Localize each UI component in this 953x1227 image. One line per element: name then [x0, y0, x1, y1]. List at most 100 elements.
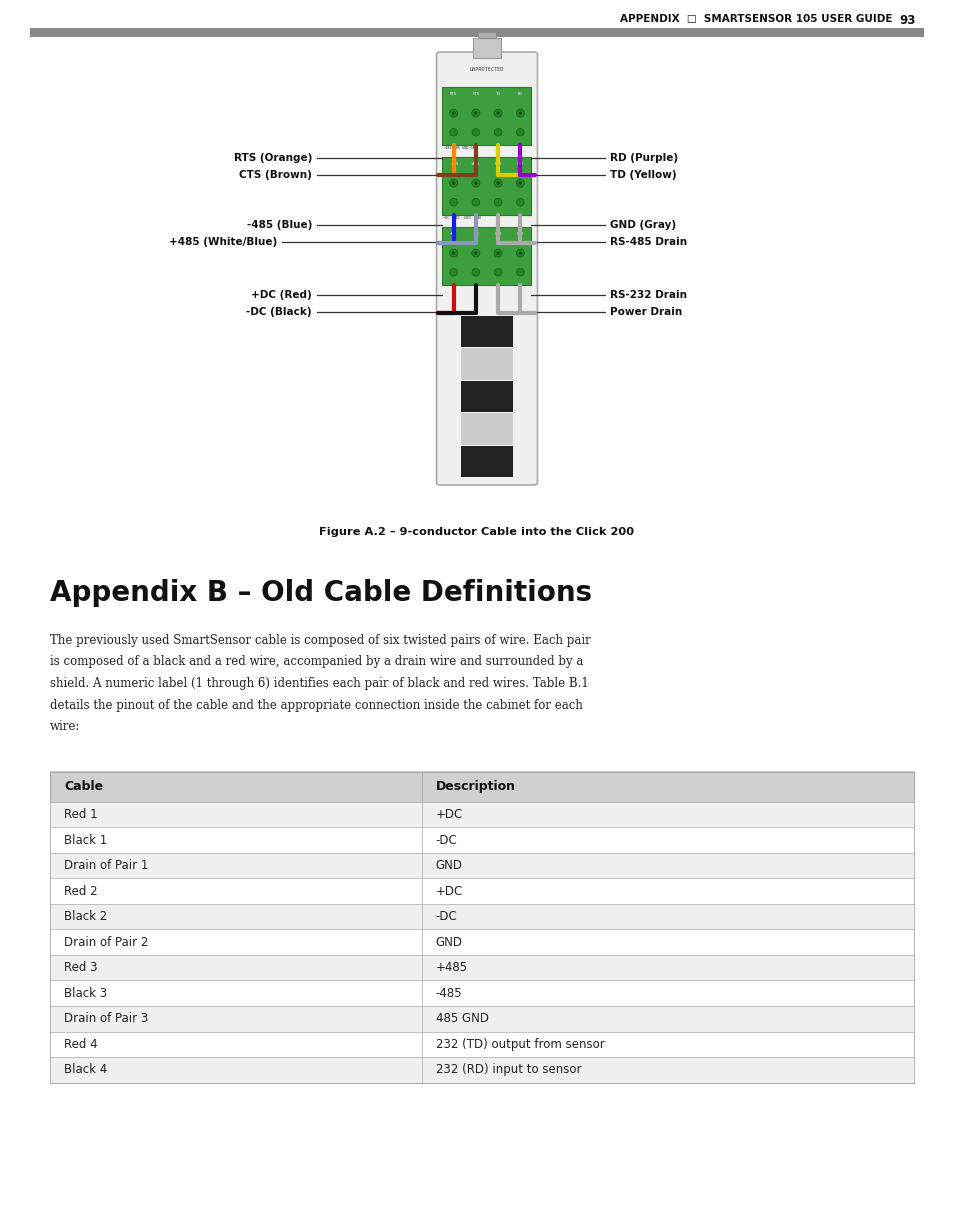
Circle shape [496, 252, 499, 255]
Bar [50, 980, 913, 1006]
Text: Red 2: Red 2 [64, 885, 97, 898]
Circle shape [518, 252, 521, 255]
Text: GND: GND [494, 232, 501, 236]
Text: GND: GND [517, 162, 523, 166]
Bar [30, 28, 923, 37]
Text: 232 (RD) input to sensor: 232 (RD) input to sensor [436, 1064, 580, 1076]
Text: Drain of Pair 2: Drain of Pair 2 [64, 936, 149, 948]
Bar [442, 157, 531, 215]
Text: APPENDIX  □  SMARTSENSOR 105 USER GUIDE: APPENDIX □ SMARTSENSOR 105 USER GUIDE [618, 13, 891, 25]
Bar [460, 317, 513, 347]
Circle shape [450, 269, 456, 276]
Bar [50, 879, 913, 904]
Circle shape [516, 269, 523, 276]
Bar [477, 32, 496, 38]
Text: Black 3: Black 3 [64, 987, 107, 1000]
Circle shape [494, 199, 501, 206]
Circle shape [472, 179, 479, 187]
Circle shape [494, 269, 501, 276]
Text: -DC: -DC [472, 232, 479, 236]
Text: TD (Yellow): TD (Yellow) [609, 171, 676, 180]
Text: GND: GND [517, 232, 523, 236]
Circle shape [472, 249, 479, 258]
Circle shape [450, 129, 456, 136]
Text: +485: +485 [436, 961, 467, 974]
Circle shape [449, 179, 457, 187]
Circle shape [496, 182, 499, 185]
Bar [50, 827, 913, 853]
Circle shape [516, 179, 524, 187]
Text: 93: 93 [899, 13, 915, 27]
Text: 232 (TD) output from sensor: 232 (TD) output from sensor [436, 1038, 603, 1050]
Bar [50, 1032, 913, 1056]
Bar [460, 348, 513, 380]
Text: +DC: +DC [436, 885, 462, 898]
Text: +485 (White/Blue): +485 (White/Blue) [169, 237, 276, 247]
Text: wire:: wire: [50, 720, 80, 733]
Bar [50, 1006, 913, 1032]
Text: RD: RD [517, 92, 522, 96]
Circle shape [472, 109, 479, 117]
Bar [50, 802, 913, 827]
Text: Cable: Cable [64, 780, 103, 793]
Circle shape [452, 182, 455, 185]
Text: -485: -485 [449, 162, 457, 166]
Circle shape [474, 182, 477, 185]
Text: Description: Description [436, 780, 515, 793]
Circle shape [474, 112, 477, 115]
Circle shape [472, 199, 479, 206]
Circle shape [518, 182, 521, 185]
Circle shape [496, 112, 499, 115]
FancyBboxPatch shape [436, 52, 537, 485]
Text: is composed of a black and a red wire, accompanied by a drain wire and surrounde: is composed of a black and a red wire, a… [50, 655, 583, 669]
Circle shape [472, 129, 479, 136]
Circle shape [516, 109, 524, 117]
Text: UNPROTECTED: UNPROTECTED [469, 66, 503, 71]
Text: Black 1: Black 1 [64, 834, 107, 847]
Text: Drain of Pair 3: Drain of Pair 3 [64, 1012, 148, 1026]
Bar [473, 38, 500, 58]
Text: CTS: CTS [472, 92, 479, 96]
Circle shape [474, 252, 477, 255]
Text: GND: GND [494, 162, 501, 166]
Text: Red 1: Red 1 [64, 809, 97, 821]
Bar [460, 413, 513, 444]
Text: details the pinout of the cable and the appropriate connection inside the cabine: details the pinout of the cable and the … [50, 698, 582, 712]
Text: Figure A.2 – 9-conductor Cable into the Click 200: Figure A.2 – 9-conductor Cable into the … [319, 528, 634, 537]
Text: 485 GND: 485 GND [436, 1012, 488, 1026]
Circle shape [494, 179, 501, 187]
Text: RD (Purple): RD (Purple) [609, 153, 678, 163]
Circle shape [518, 112, 521, 115]
Circle shape [449, 249, 457, 258]
Circle shape [494, 129, 501, 136]
Bar [50, 930, 913, 955]
Text: RS-485 Drain: RS-485 Drain [609, 237, 686, 247]
Text: RS-232 Drain: RS-232 Drain [609, 290, 686, 299]
Text: shield. A numeric label (1 through 6) identifies each pair of black and red wire: shield. A numeric label (1 through 6) id… [50, 677, 588, 690]
Bar [50, 955, 913, 980]
Text: Black 4: Black 4 [64, 1064, 107, 1076]
Text: GND (Gray): GND (Gray) [609, 220, 676, 229]
Text: -DC: -DC [436, 834, 456, 847]
Text: CTS (Brown): CTS (Brown) [239, 171, 312, 180]
Text: +DC: +DC [450, 232, 456, 236]
Bar [442, 227, 531, 285]
Bar [50, 853, 913, 879]
Text: Drain of Pair 1: Drain of Pair 1 [64, 859, 149, 872]
Text: GND: GND [436, 859, 462, 872]
Text: Appendix B – Old Cable Definitions: Appendix B – Old Cable Definitions [50, 579, 592, 607]
Bar [50, 772, 913, 802]
Text: +DC: +DC [436, 809, 462, 821]
Circle shape [494, 109, 501, 117]
Circle shape [452, 252, 455, 255]
Text: TD: TD [496, 92, 500, 96]
Bar [460, 380, 513, 412]
Text: The previously used SmartSensor cable is composed of six twisted pairs of wire. : The previously used SmartSensor cable is… [50, 634, 590, 647]
Text: -485 (Blue): -485 (Blue) [247, 220, 312, 229]
Text: -DC: -DC [436, 910, 456, 923]
Text: Black 2: Black 2 [64, 910, 107, 923]
Text: -485: -485 [436, 987, 461, 1000]
Text: GND: GND [436, 936, 462, 948]
Circle shape [516, 199, 523, 206]
Text: Red 3: Red 3 [64, 961, 97, 974]
